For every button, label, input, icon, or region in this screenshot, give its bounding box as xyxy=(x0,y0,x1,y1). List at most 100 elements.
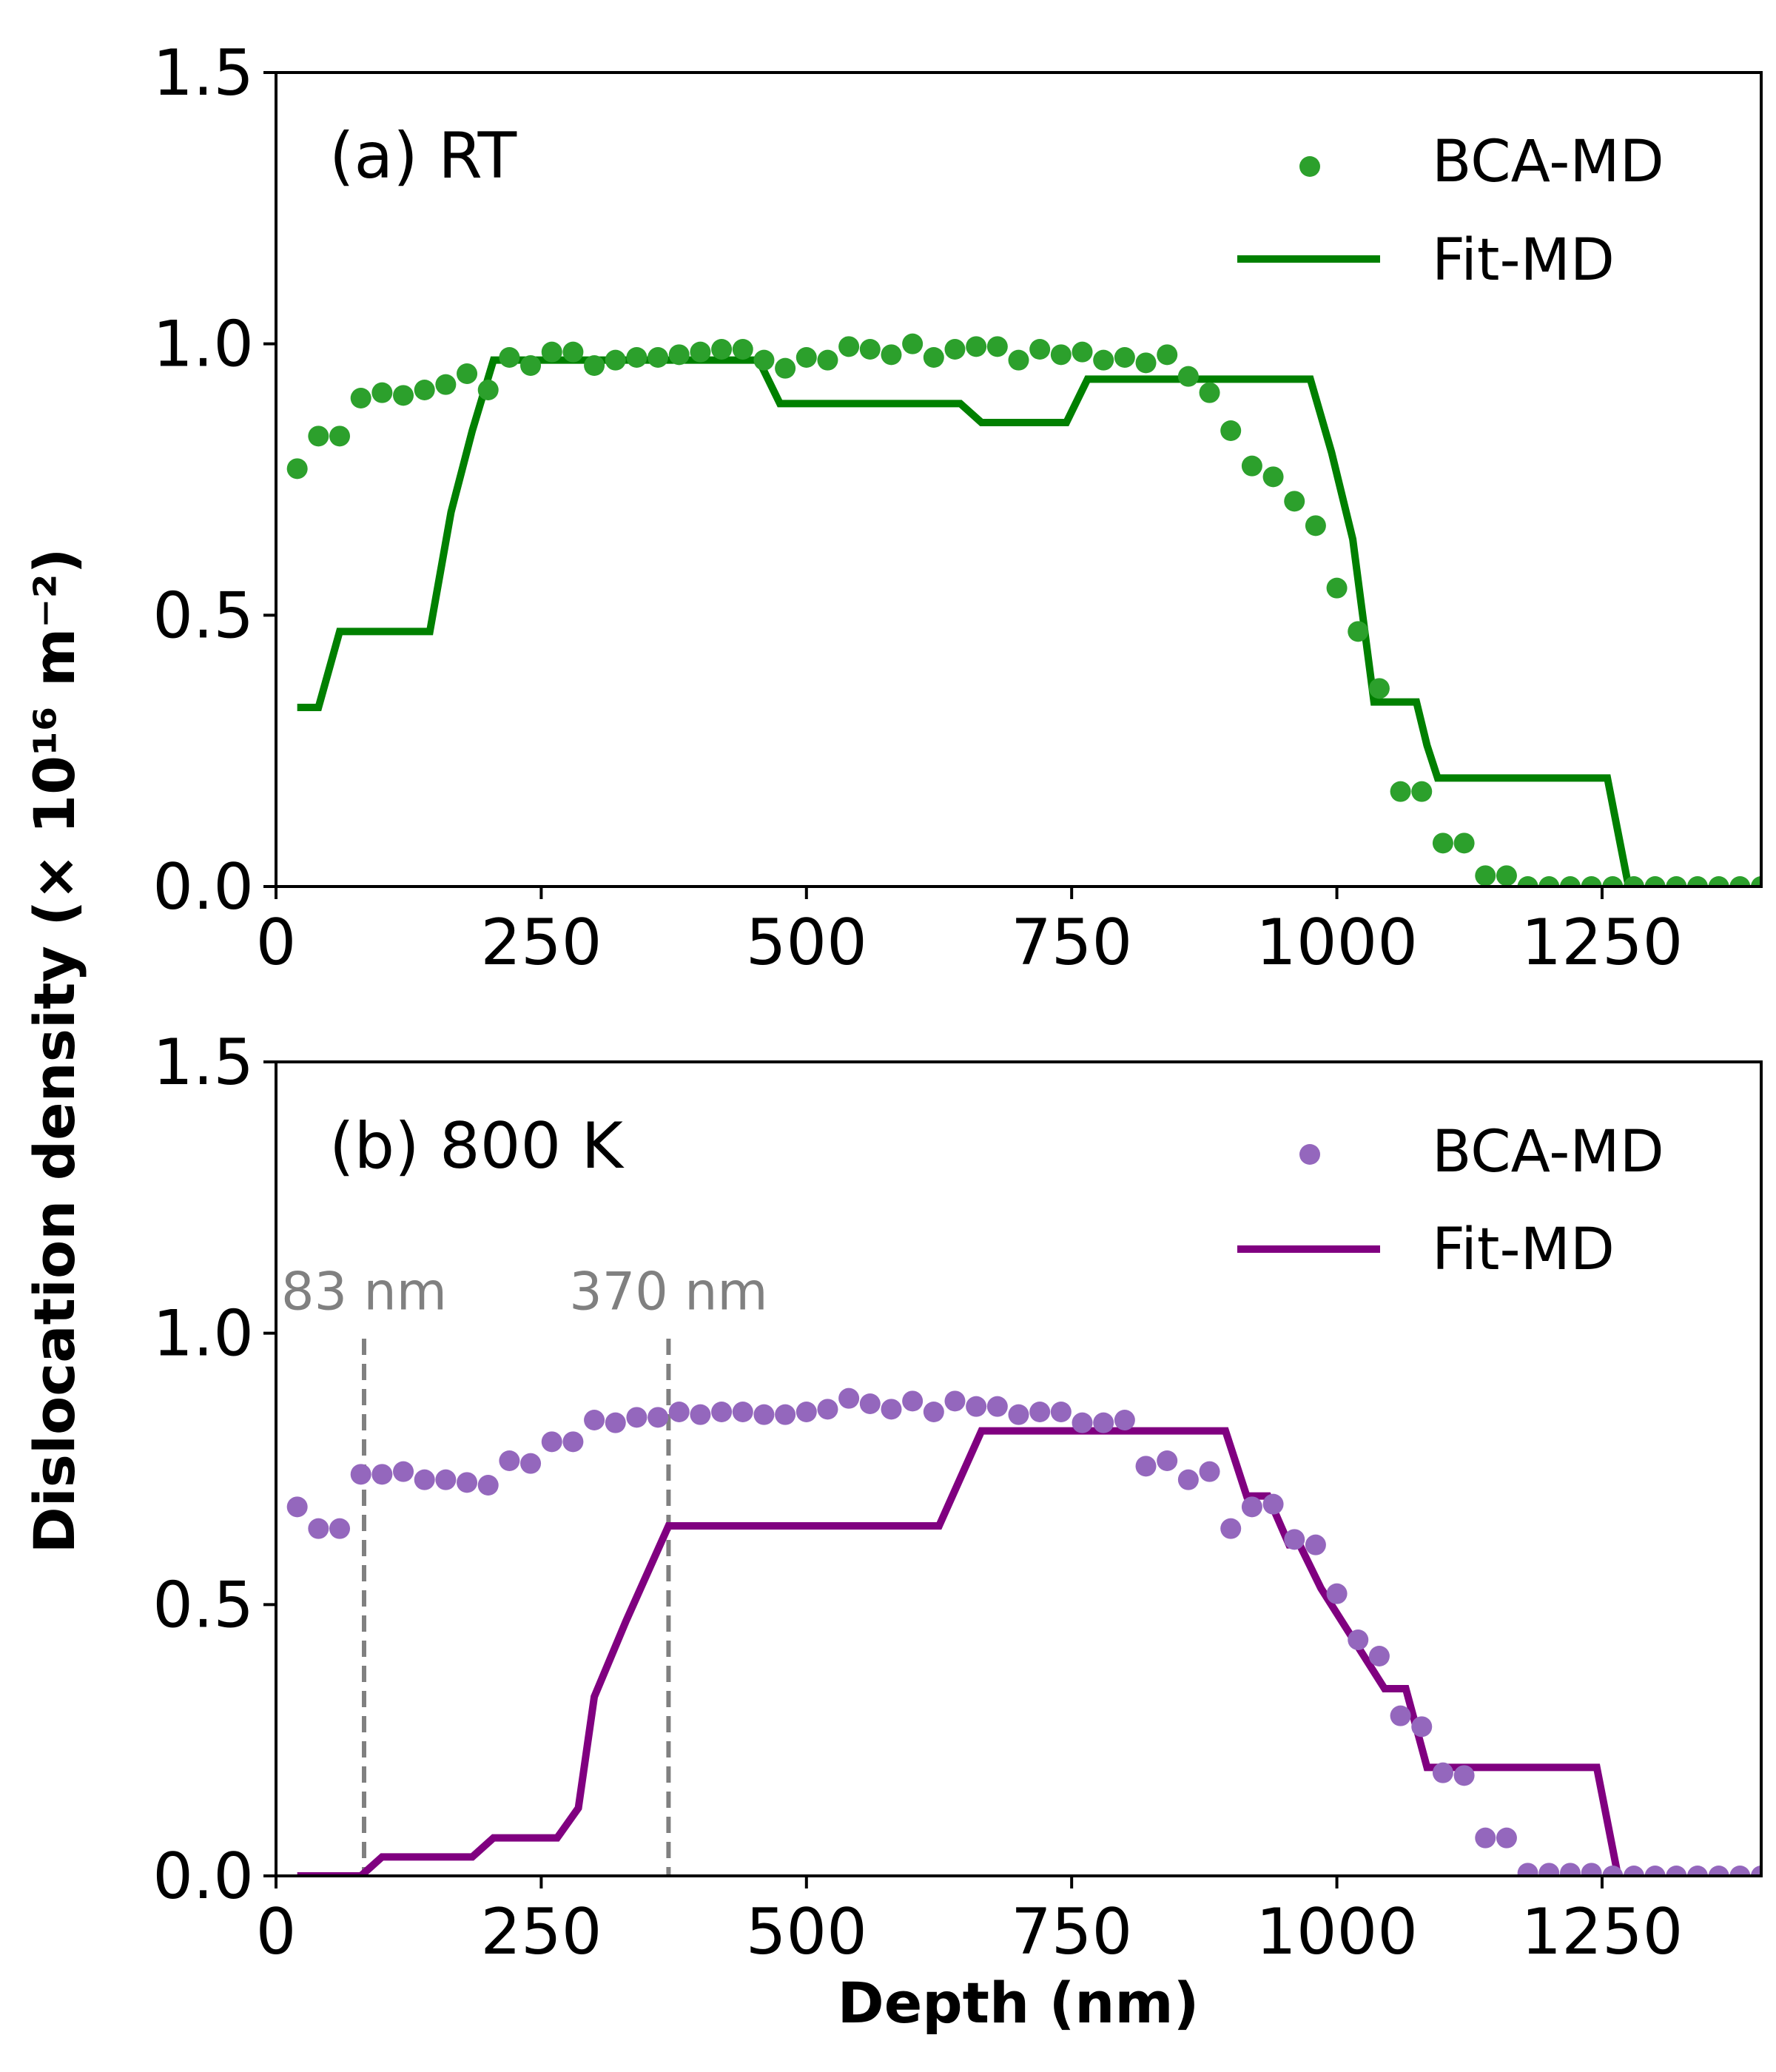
data-point-bca-md xyxy=(1177,366,1199,387)
panel-label-b: (b) 800 K xyxy=(329,1109,625,1183)
data-point-bca-md xyxy=(1199,382,1220,403)
data-point-bca-md xyxy=(286,1496,308,1518)
data-point-bca-md xyxy=(1390,781,1411,802)
ticks-a: 0 250 500 750 1000 1250 0.0 0.5 1.0 1.5 xyxy=(152,36,1683,980)
data-point-bca-md xyxy=(986,1396,1008,1417)
data-point-bca-md xyxy=(1623,1866,1644,1876)
data-point-bca-md xyxy=(1348,621,1369,642)
legend-a: BCA-MD Fit-MD xyxy=(1237,129,1664,294)
data-point-bca-md xyxy=(1666,876,1687,887)
data-point-bca-md xyxy=(1751,876,1761,887)
data-point-bca-md xyxy=(859,339,881,360)
y-tick-label: 1.0 xyxy=(152,1297,254,1371)
data-point-bca-md xyxy=(626,347,648,368)
data-point-bca-md xyxy=(711,1402,733,1422)
data-point-bca-md xyxy=(329,1518,351,1539)
x-tick-label: 1250 xyxy=(1521,906,1684,980)
data-point-bca-md xyxy=(371,382,393,403)
x-tick-label: 500 xyxy=(746,1895,867,1969)
data-point-bca-md xyxy=(1114,1410,1135,1430)
legend-marker-bca-md-a xyxy=(1299,156,1320,177)
data-point-bca-md xyxy=(1008,349,1029,371)
data-point-bca-md xyxy=(1623,876,1644,887)
data-point-bca-md xyxy=(944,1390,966,1412)
data-point-bca-md xyxy=(1432,832,1453,854)
data-point-bca-md xyxy=(435,1469,457,1490)
x-tick-label: 1000 xyxy=(1256,1895,1418,1969)
data-point-bca-md xyxy=(1348,1629,1369,1650)
data-point-bca-md xyxy=(690,1404,711,1425)
data-point-bca-md xyxy=(1241,455,1262,477)
data-point-bca-md xyxy=(477,1475,499,1496)
data-point-bca-md xyxy=(1496,1827,1517,1849)
data-point-bca-md xyxy=(308,1518,329,1539)
data-point-bca-md xyxy=(1602,1866,1624,1876)
data-point-bca-md xyxy=(923,347,944,368)
data-point-bca-md xyxy=(562,341,584,363)
data-point-bca-md xyxy=(457,363,478,384)
data-point-bca-md xyxy=(350,388,371,408)
data-point-bca-md xyxy=(753,349,775,371)
data-point-bca-md xyxy=(1050,344,1072,366)
data-point-bca-md xyxy=(796,1402,817,1422)
data-point-bca-md xyxy=(584,355,605,376)
plot-marks-b xyxy=(286,1339,1761,1876)
series-line-fit-md xyxy=(297,356,1640,887)
plot-marks-a xyxy=(286,333,1761,887)
data-point-bca-md xyxy=(350,1464,371,1485)
data-point-bca-md xyxy=(1432,1762,1453,1783)
data-point-bca-md xyxy=(1729,1866,1751,1876)
data-point-bca-md xyxy=(1411,1716,1433,1738)
data-point-bca-md xyxy=(286,458,308,480)
x-tick-label: 250 xyxy=(480,906,602,980)
data-point-bca-md xyxy=(1284,491,1305,512)
x-tick-label: 750 xyxy=(1011,1895,1132,1969)
data-point-bca-md xyxy=(986,336,1008,357)
data-point-bca-md xyxy=(1475,865,1496,887)
data-point-bca-md xyxy=(1199,1461,1220,1482)
data-point-bca-md xyxy=(414,1469,435,1490)
data-point-bca-md xyxy=(1517,876,1538,887)
data-point-bca-md xyxy=(1538,876,1560,887)
data-point-bca-md xyxy=(1686,876,1708,887)
data-point-bca-md xyxy=(1581,1863,1602,1876)
data-point-bca-md xyxy=(881,344,902,366)
data-point-bca-md xyxy=(775,357,796,379)
data-point-bca-md xyxy=(902,333,924,354)
data-point-bca-md xyxy=(902,1390,924,1412)
y-tick-label: 0.0 xyxy=(152,1840,254,1914)
y-tick-label: 1.0 xyxy=(152,308,254,382)
data-point-bca-md xyxy=(966,336,987,357)
data-point-bca-md xyxy=(541,341,562,363)
plot-area-b: 83 nm 370 nm xyxy=(281,1262,1761,1876)
data-point-bca-md xyxy=(1708,876,1729,887)
legend-label-fit-md-a: Fit-MD xyxy=(1432,227,1615,294)
data-point-bca-md xyxy=(329,426,351,447)
data-point-bca-md xyxy=(435,374,457,395)
data-point-bca-md xyxy=(562,1431,584,1453)
data-point-bca-md xyxy=(944,339,966,360)
y-tick-label: 0.5 xyxy=(152,579,254,653)
data-point-bca-md xyxy=(1708,1866,1729,1876)
series-line-fit-md xyxy=(297,1427,1622,1876)
data-point-bca-md xyxy=(1050,1402,1072,1422)
data-point-bca-md xyxy=(477,380,499,400)
x-tick-label: 1250 xyxy=(1521,1895,1684,1969)
data-point-bca-md xyxy=(1157,344,1178,366)
data-point-bca-md xyxy=(1453,832,1475,854)
axes-frame-b xyxy=(275,1060,1763,1877)
data-point-bca-md xyxy=(1644,876,1666,887)
legend-b: BCA-MD Fit-MD xyxy=(1237,1119,1664,1283)
data-point-bca-md xyxy=(1453,1765,1475,1786)
annotation-label: 83 nm xyxy=(281,1262,447,1322)
data-point-bca-md xyxy=(1262,1493,1284,1515)
data-point-bca-md xyxy=(1559,1863,1581,1876)
data-point-bca-md xyxy=(1368,678,1390,699)
data-point-bca-md xyxy=(668,344,690,366)
data-point-bca-md xyxy=(1496,865,1517,887)
data-point-bca-md xyxy=(1644,1866,1666,1876)
data-point-bca-md xyxy=(668,1402,690,1422)
data-point-bca-md xyxy=(1114,347,1135,368)
legend-label-fit-md-b: Fit-MD xyxy=(1432,1217,1615,1283)
